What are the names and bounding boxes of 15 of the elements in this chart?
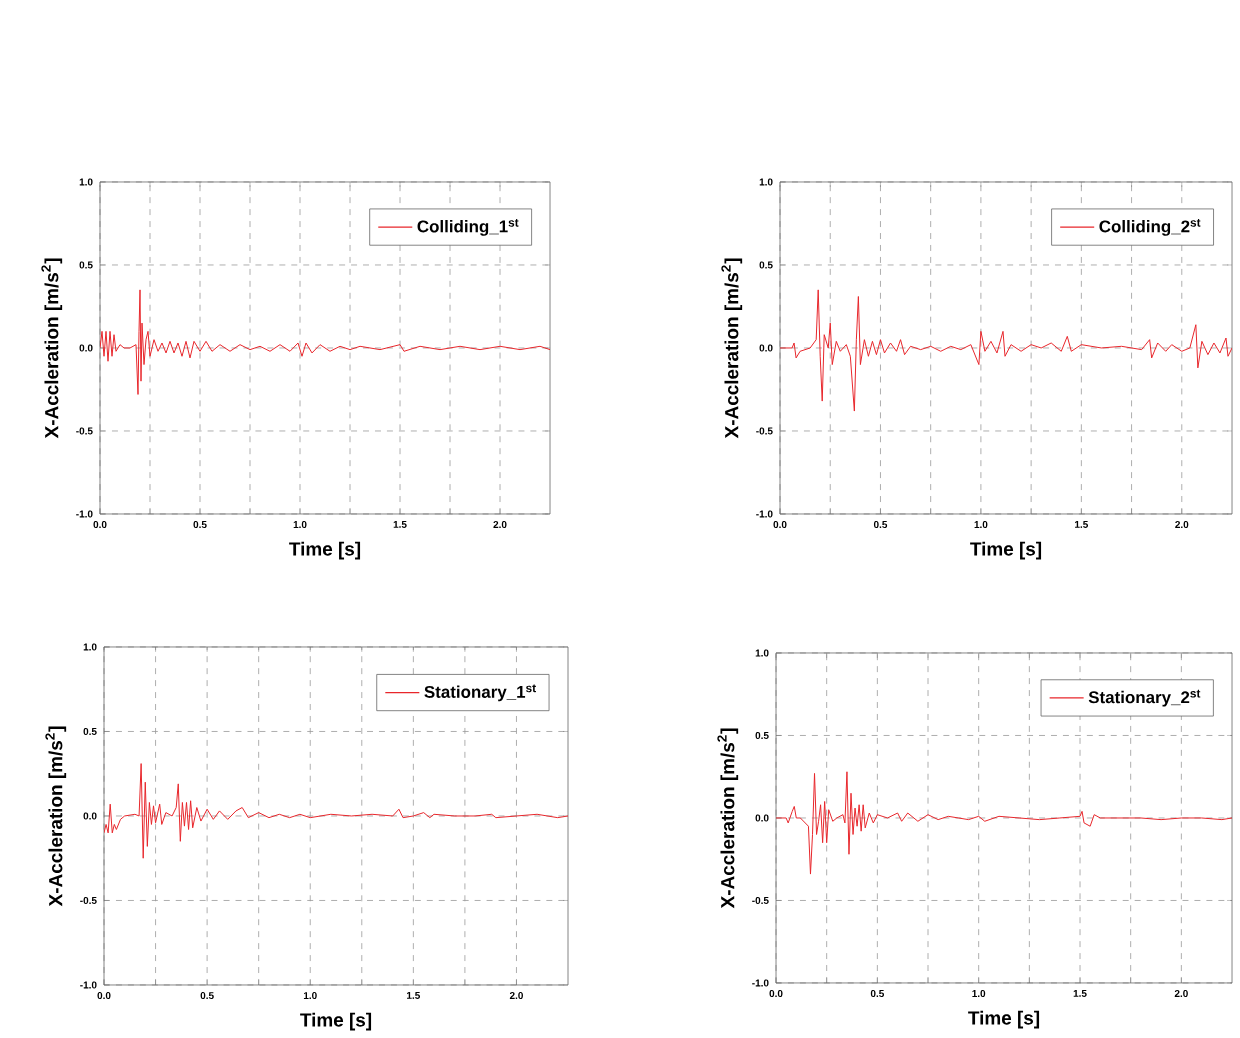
x-axis-title: Time [s] <box>968 1011 1040 1029</box>
legend-label: Colliding_2$^{st}$ <box>1099 219 1201 237</box>
line-series <box>104 763 569 860</box>
x-axis-title: Time [s] <box>970 542 1042 560</box>
y-axis-title: X-Accleration [m/s$^{2}$] <box>41 259 63 439</box>
legend-label: Colliding_1$^{st}$ <box>417 219 519 237</box>
legend-label: Stationary_1$^{st}$ <box>424 684 536 702</box>
line-series <box>780 289 1233 413</box>
y-axis-title: X-Accleration [m/s$^{2}$] <box>717 729 739 909</box>
y-axis-title: X-Accleration [m/s$^{2}$] <box>721 259 743 439</box>
line-series <box>100 289 551 396</box>
legend-label: Stationary_2$^{st}$ <box>1088 690 1201 708</box>
x-axis-title: Time [s] <box>300 1013 372 1031</box>
y-axis-title: X-Accleration [m/s$^{2}$] <box>45 727 67 907</box>
x-axis-title: Time [s] <box>289 542 361 560</box>
